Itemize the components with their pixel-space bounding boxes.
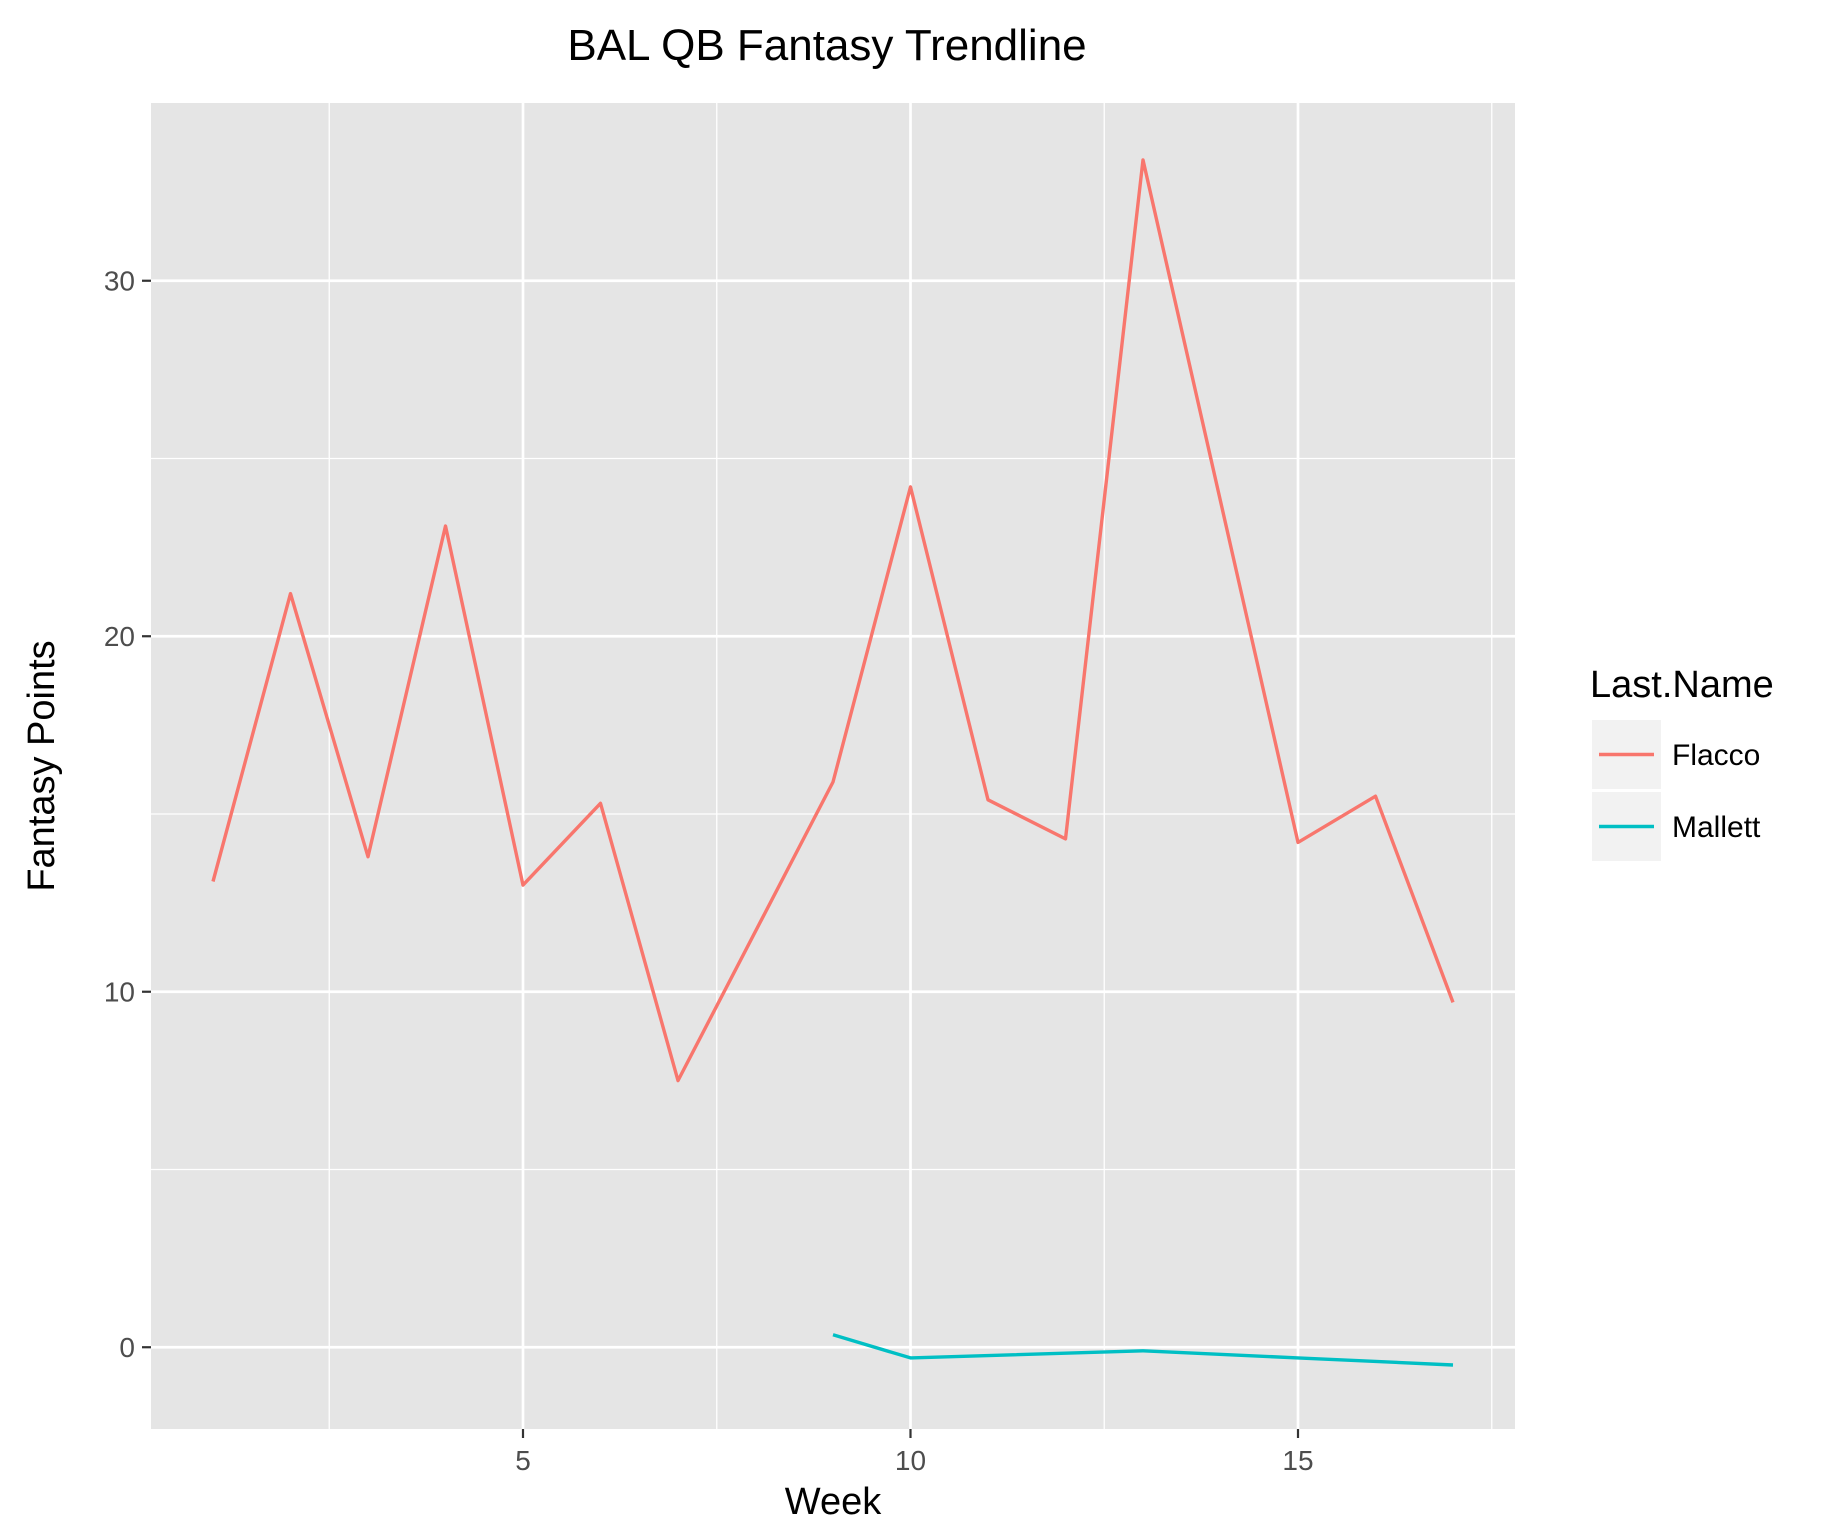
legend: Last.Name Flacco Mallett (1590, 664, 1774, 861)
series-line-flacco (211, 158, 1455, 1083)
x-axis-title: Week (785, 1481, 882, 1523)
y-tick-label: 10 (104, 977, 135, 1008)
y-axis-title: Fantasy Points (21, 640, 63, 891)
y-tick-label: 0 (119, 1332, 135, 1363)
legend-label-flacco: Flacco (1672, 739, 1760, 772)
y-axis: 0 10 20 30 (104, 266, 151, 1363)
legend-label-mallett: Mallett (1672, 811, 1761, 844)
series-line-mallett (832, 1333, 1454, 1367)
chart-title: BAL QB Fantasy Trendline (567, 21, 1086, 70)
y-tick-label: 30 (104, 266, 135, 297)
legend-title: Last.Name (1590, 664, 1774, 706)
x-axis: 5 10 15 (515, 1429, 1314, 1476)
x-tick-label: 5 (515, 1445, 531, 1476)
x-tick-label: 10 (895, 1445, 926, 1476)
x-tick-label: 15 (1282, 1445, 1313, 1476)
plot-panel (151, 103, 1515, 1429)
y-tick-label: 20 (104, 621, 135, 652)
series-lines (211, 158, 1455, 1367)
legend-entries: Flacco Mallett (1592, 720, 1761, 861)
grid-major (151, 103, 1515, 1429)
